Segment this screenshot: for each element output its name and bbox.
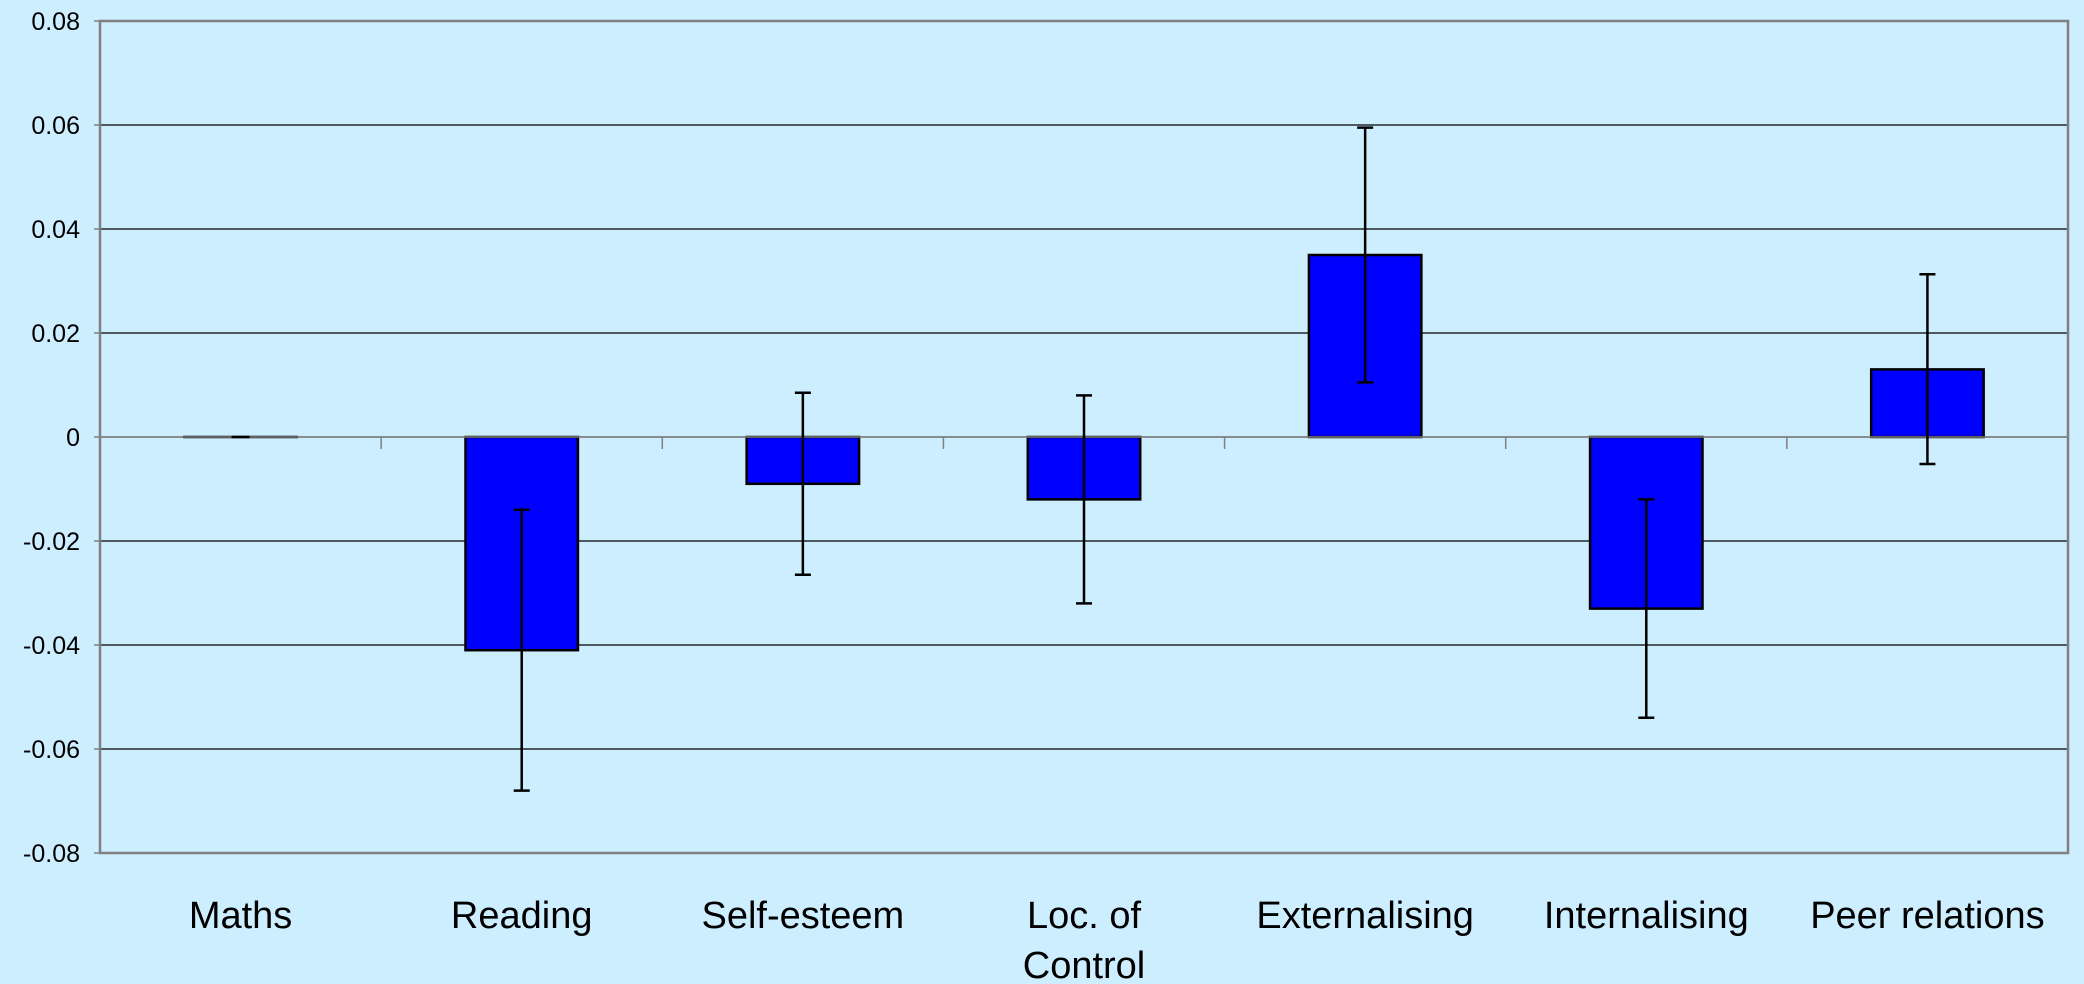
x-category-label: Externalising [1256,895,1474,937]
y-tick-label: 0.02 [31,320,80,348]
x-category-label: Self-esteem [701,895,904,937]
y-tick-label: 0.08 [31,8,80,36]
plot-frame [98,19,2070,855]
x-category-label: Internalising [1544,895,1749,937]
y-tick-label: -0.02 [23,528,80,556]
x-category-label: Reading [451,895,593,937]
y-tick-label: 0.04 [31,216,80,244]
x-category-label: Control [1023,945,1146,984]
y-tick-label: 0 [66,424,80,452]
error-bars [231,126,1936,792]
x-axis-category-labels: Maths Reading Self-esteem Loc. of Control Ext… [189,895,2045,984]
y-tick-label: 0.06 [31,112,80,140]
bars [183,253,1985,652]
y-tick-label: -0.08 [23,840,80,868]
x-category-label: Loc. of [1027,895,1142,937]
y-axis-tick-labels: 0.08 0.06 0.04 0.02 0 -0.02 -0.04 -0.06 -0.08 [23,8,80,868]
x-category-label: Maths [189,895,292,937]
x-category-label: Peer relations [1810,895,2044,937]
plot-area-border [98,19,2070,855]
y-tick-label: -0.04 [23,632,80,660]
y-tick-label: -0.06 [23,736,80,764]
